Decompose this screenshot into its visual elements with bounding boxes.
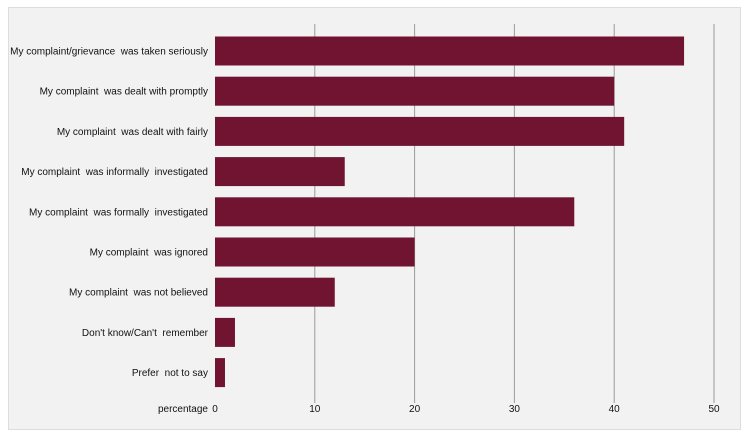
category-label: My complaint was dealt with promptly [40,87,208,98]
category-label: My complaint was dealt with fairly [57,127,208,138]
bar [215,76,615,106]
bar [215,277,335,307]
category-label: My complaint was ignored [90,248,208,259]
x-axis-ticks: 0 10 20 30 40 50 [212,404,720,415]
bar-chart: My complaint/grievance was taken serious… [10,24,720,415]
category-label: My complaint was informally investigated [21,167,208,178]
category-label: My complaint was formally investigated [29,207,208,218]
x-tick-label: 10 [309,404,321,415]
x-axis-title: percentage [158,404,208,415]
x-tick-label: 30 [509,404,521,415]
x-tick-label: 40 [609,404,621,415]
bar [215,116,625,146]
x-tick-label: 0 [212,404,218,415]
category-labels: My complaint/grievance was taken serious… [10,47,209,380]
bar [215,197,575,227]
bar [215,237,415,267]
chart-panel: My complaint/grievance was taken serious… [8,7,741,430]
x-tick-label: 50 [708,404,720,415]
bars [215,36,685,388]
x-tick-label: 20 [409,404,421,415]
bar [215,358,225,388]
category-label: Prefer not to say [132,368,208,379]
bar [215,317,235,347]
bar [215,157,345,187]
category-label: Don't know/Can't remember [82,328,209,339]
bar [215,36,685,66]
category-label: My complaint was not believed [69,288,208,299]
category-label: My complaint/grievance was taken serious… [10,47,208,58]
